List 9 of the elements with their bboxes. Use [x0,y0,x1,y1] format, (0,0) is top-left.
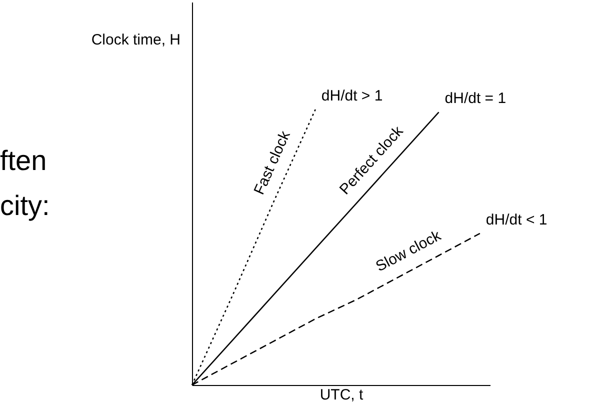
x-axis-title: UTC, t [320,386,364,404]
text: dH/dt = 1 [444,90,506,108]
annotation: dH/dt < 1 [486,211,548,228]
text: Fast clock [250,128,294,198]
text: city: [0,190,50,221]
y-axis-title: Clock time, H [91,32,180,48]
text: dH/dt > 1 [321,87,383,104]
text: ften [0,145,47,176]
text: Slow clock [373,227,444,276]
